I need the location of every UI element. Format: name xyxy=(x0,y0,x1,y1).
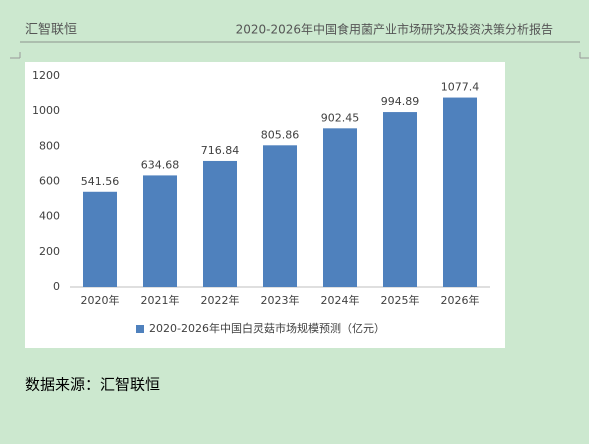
bar xyxy=(263,145,297,287)
y-tick-label: 0 xyxy=(53,280,60,293)
bar xyxy=(323,128,357,287)
x-tick-label: 2023年 xyxy=(261,293,300,307)
x-tick-label: 2024年 xyxy=(321,293,360,307)
y-tick-label: 800 xyxy=(39,139,60,152)
data-label: 716.84 xyxy=(201,144,240,157)
margin-marks xyxy=(10,52,589,59)
legend-label: 2020-2026年中国白灵菇市场规模预测（亿元） xyxy=(149,321,385,335)
header-left: 汇智联恒 xyxy=(25,23,77,38)
bar xyxy=(143,175,177,287)
x-tick-label: 2026年 xyxy=(441,293,480,307)
header-right: 2020-2026年中国食用菌产业市场研究及投资决策分析报告 xyxy=(236,22,553,37)
bar xyxy=(203,160,237,287)
data-label: 541.56 xyxy=(81,175,120,188)
y-tick-label: 600 xyxy=(39,175,60,188)
data-label: 634.68 xyxy=(141,158,180,171)
x-tick-label: 2025年 xyxy=(381,293,420,307)
legend-swatch xyxy=(136,325,144,333)
y-tick-label: 1200 xyxy=(32,69,60,82)
y-tick-label: 200 xyxy=(39,245,60,258)
y-tick-label: 400 xyxy=(39,210,60,223)
bar xyxy=(443,97,477,288)
x-tick-label: 2022年 xyxy=(201,293,240,307)
data-label: 902.45 xyxy=(321,111,360,124)
bar xyxy=(383,112,417,287)
data-label: 1077.4 xyxy=(441,81,480,94)
y-tick-label: 1000 xyxy=(32,104,60,117)
data-label: 805.86 xyxy=(261,128,300,141)
source-note: 数据来源：汇智联恒 xyxy=(25,376,160,394)
x-tick-label: 2021年 xyxy=(141,293,180,307)
x-tick-label: 2020年 xyxy=(81,293,120,307)
data-label: 994.89 xyxy=(381,95,420,108)
bar xyxy=(83,191,117,287)
